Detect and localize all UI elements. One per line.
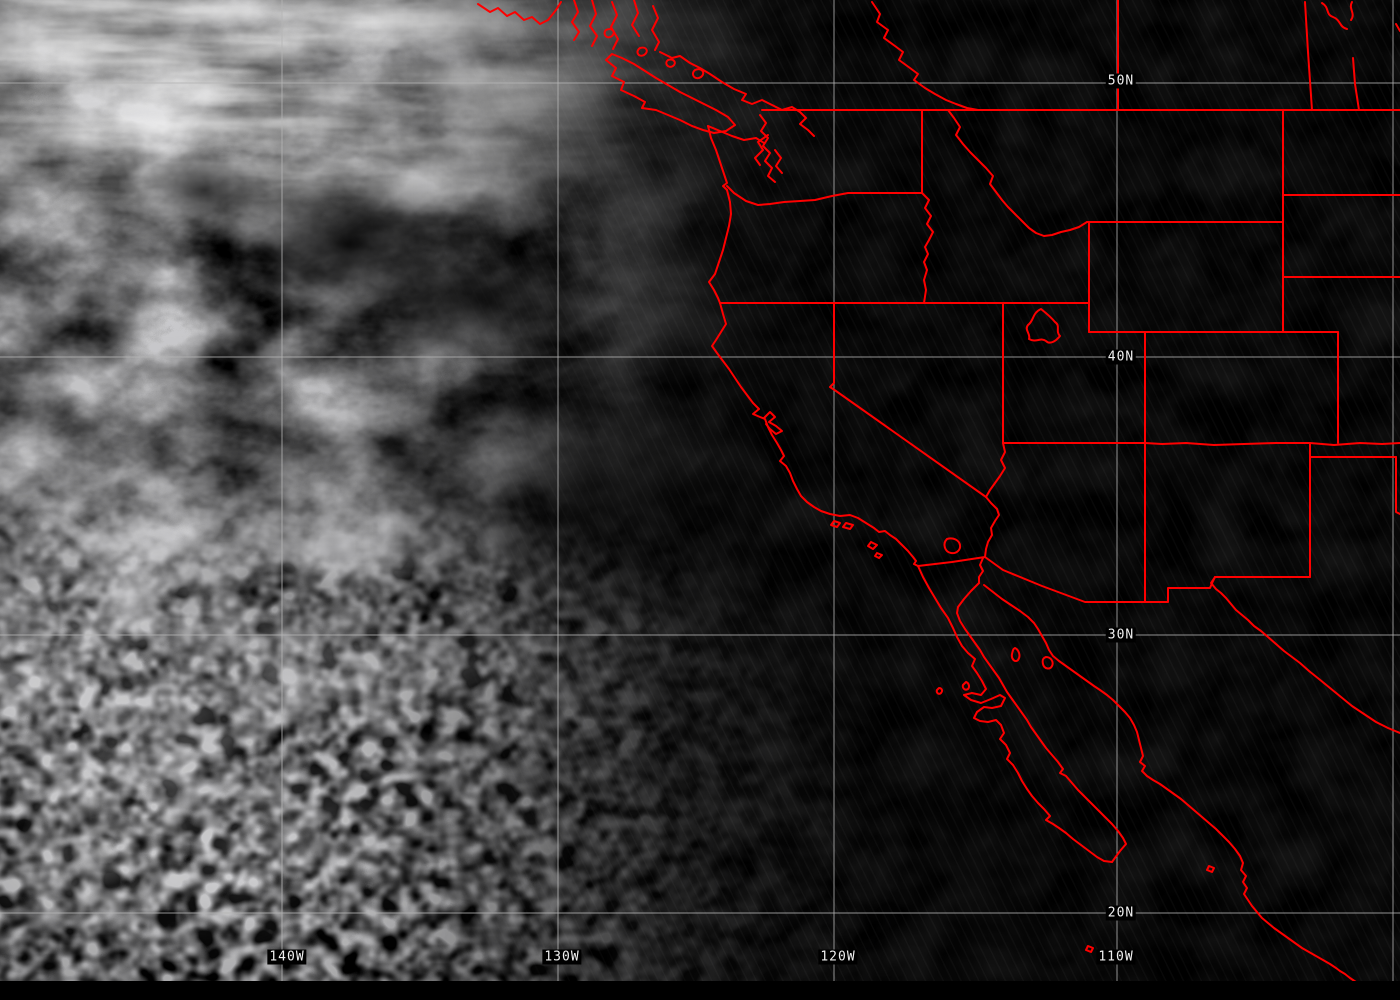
texas-100w-border [1395,456,1400,515]
canada-river [1352,57,1360,111]
us-mexico-border [917,556,1216,603]
puget-sound [754,114,783,183]
california-arizona-border [984,496,1000,558]
bc-alberta-divide [871,1,979,111]
bc-mainland-coast [659,51,815,137]
longitude-label: 140W [267,949,307,965]
latitude-label: 50N [1105,73,1137,89]
washington-oregon-border [726,185,923,206]
saskatchewan-line [1304,1,1313,111]
rio-grande [1210,576,1400,734]
pacific-islands [935,681,1215,953]
bc-coast [477,1,562,25]
channel-islands [830,520,883,559]
oregon-idaho-border [921,192,934,304]
salton-sea [943,537,962,555]
caption-bar: GOES-W 0.64 BAND 2 AUG 10 2025 03:30 Z N… [0,981,1400,1000]
california-nevada-border [829,302,987,498]
longitude-label: 130W [542,949,582,965]
san-francisco-bay [763,411,783,435]
bc-islands [603,28,705,80]
longitude-label: 110W [1096,949,1136,965]
sonora-sinaloa-coast [983,584,1363,988]
strait-juan-de-fuca [707,125,765,144]
37n-state-border [1002,442,1400,446]
washington-coast [707,125,728,191]
california-coast [711,302,919,567]
idaho-montana-border [947,109,1088,237]
vancouver-island [605,53,736,134]
canada-lakes-a [1321,2,1348,30]
latitude-label: 20N [1105,905,1137,921]
bc-fjords [571,0,660,51]
canada-lakes-b [1349,1,1354,21]
gulf-islands [1010,647,1054,670]
latitude-label: 30N [1105,627,1137,643]
oregon-coast [708,189,732,304]
baja-gulf-coast [956,582,1127,863]
canada-lakes-c [1395,23,1400,32]
nevada-arizona-border [985,442,1006,498]
colorado-river-delta [978,557,984,584]
baja-pacific-coast [917,565,1113,863]
latitude-label: 40N [1105,349,1137,365]
longitude-label: 120W [818,949,858,965]
great-salt-lake [1025,308,1061,344]
